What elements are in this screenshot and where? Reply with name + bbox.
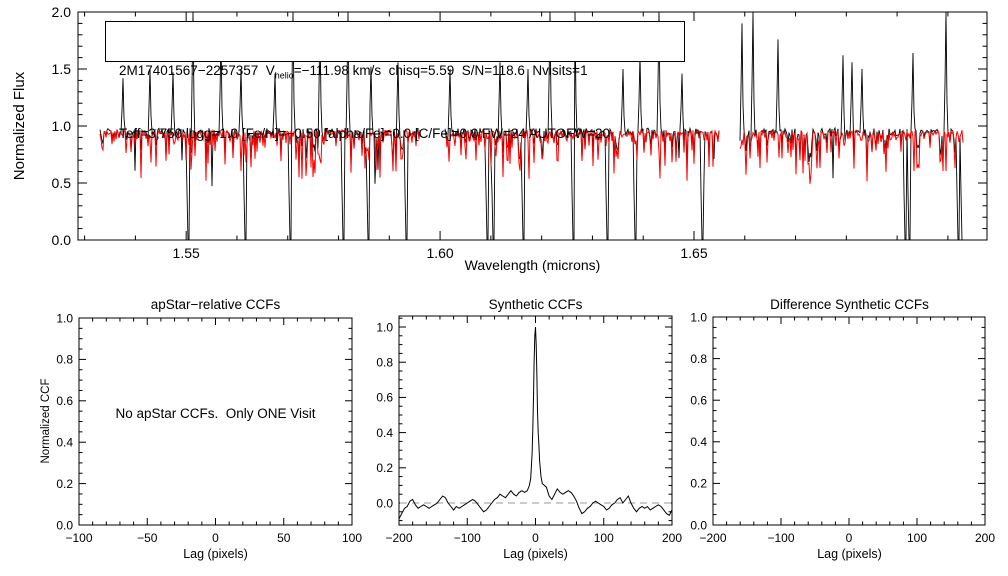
y-tick-label: 0.4 — [56, 436, 73, 450]
y-tick-label: 0.5 — [52, 175, 72, 191]
y-tick-label: 0.0 — [376, 496, 393, 510]
x-tick-label: 0 — [212, 531, 219, 545]
y-tick-label: 0.2 — [56, 477, 73, 491]
x-tick-label: 100 — [907, 531, 927, 545]
y-tick-label: 0.8 — [690, 352, 707, 366]
x-tick-label: 100 — [342, 531, 362, 545]
axes-frame — [78, 317, 353, 526]
y-tick-label: 1.0 — [56, 311, 73, 325]
ccf-y-axis-title: Normalized CCF — [40, 378, 52, 464]
y-tick-label: 0.4 — [690, 435, 707, 449]
parameter-annotation-box: 2M17401567−2257357 Vhelio=−111.98 km/s c… — [105, 21, 685, 141]
axes-frame — [398, 315, 673, 526]
y-tick-label: 0.2 — [376, 461, 393, 475]
y-tick-label: 0.8 — [56, 353, 73, 367]
y-tick-label: 0.8 — [376, 356, 393, 370]
x-tick-label: 50 — [277, 531, 291, 545]
y-tick-label: 0.0 — [52, 232, 72, 248]
annotation-line-2: Teff=3,750 logg=1.0 [Fe/H]=−0.50 [alpha/… — [119, 125, 611, 141]
synthetic-ccf-panel-title: Synthetic CCFs — [488, 297, 583, 312]
x-tick-label: 0 — [846, 531, 853, 545]
spectrum-y-axis-title: Normalized Flux — [11, 71, 28, 181]
difference-ccf-panel: −200 −100 0 100 200 0.0 0.2 0.4 0.6 0.8 1.0 — [690, 310, 995, 545]
x-tick-label: 0 — [532, 531, 539, 545]
x-tick-label: 1.55 — [173, 245, 200, 261]
x-tick-label: 200 — [975, 531, 995, 545]
y-tick-label: 0.2 — [690, 477, 707, 491]
apstar-x-axis-title: Lag (pixels) — [183, 547, 248, 561]
spectrum-x-axis-title: Wavelength (microns) — [464, 257, 601, 273]
apstar-ccf-panel-title: apStar−relative CCFs — [150, 297, 281, 312]
synthetic-ccf-curve — [398, 326, 673, 520]
y-tick-label: 0.0 — [690, 518, 707, 532]
axes-frame — [712, 316, 986, 526]
no-ccf-message: No apStar CCFs. Only ONE Visit — [115, 406, 316, 421]
synthetic-spectrum-line — [444, 128, 720, 181]
annotation-line-1: 2M17401567−2257357 Vhelio=−111.98 km/s c… — [119, 61, 684, 86]
difference-ccf-panel-title: Difference Synthetic CCFs — [770, 297, 929, 312]
x-tick-label: 100 — [594, 531, 614, 545]
annotation-fit-stats: =−111.98 km/s chisq=5.59 S/N=118.6 Nvisi… — [293, 63, 588, 78]
y-tick-label: 0.6 — [376, 391, 393, 405]
synthetic-ccf-panel: −200 −100 0 100 200 0.0 0.2 0.4 0.6 0.8 1.0 — [376, 315, 682, 545]
x-tick-label: 200 — [662, 531, 682, 545]
vhelio-subscript: helio — [274, 70, 294, 81]
y-tick-label: 1.0 — [52, 118, 72, 134]
synthetic-x-axis-title: Lag (pixels) — [503, 547, 568, 561]
annotation-target-and-vhelio: 2M17401567−2257357 V — [119, 63, 275, 78]
y-tick-label: 0.0 — [56, 518, 73, 532]
synthetic-spectrum-line — [99, 128, 421, 181]
y-tick-label: 1.0 — [376, 320, 393, 334]
x-tick-label: −100 — [454, 531, 481, 545]
x-tick-label: −200 — [699, 531, 726, 545]
x-tick-label: −100 — [767, 531, 794, 545]
y-tick-label: 2.0 — [52, 4, 72, 20]
y-tick-label: 1.0 — [690, 310, 707, 324]
y-tick-label: 1.5 — [52, 61, 72, 77]
x-tick-label: −100 — [65, 531, 92, 545]
observed-spectrum-line — [739, 11, 963, 241]
x-tick-label: −200 — [385, 531, 412, 545]
y-tick-label: 0.4 — [376, 426, 393, 440]
y-tick-label: 0.6 — [690, 394, 707, 408]
x-tick-label: 1.60 — [426, 245, 453, 261]
apstar-ccf-panel: −100 −50 0 50 100 0.0 0.2 0.4 0.6 0.8 1.0 — [56, 311, 362, 545]
spectrum-panel: 1.55 1.60 1.65 0.0 0.5 1.0 1.5 2.0 — [52, 4, 988, 261]
x-tick-label: −50 — [137, 531, 158, 545]
difference-x-axis-title: Lag (pixels) — [817, 547, 882, 561]
x-tick-label: 1.65 — [680, 245, 707, 261]
y-tick-label: 0.6 — [56, 394, 73, 408]
synthetic-spectrum-line — [739, 129, 964, 184]
